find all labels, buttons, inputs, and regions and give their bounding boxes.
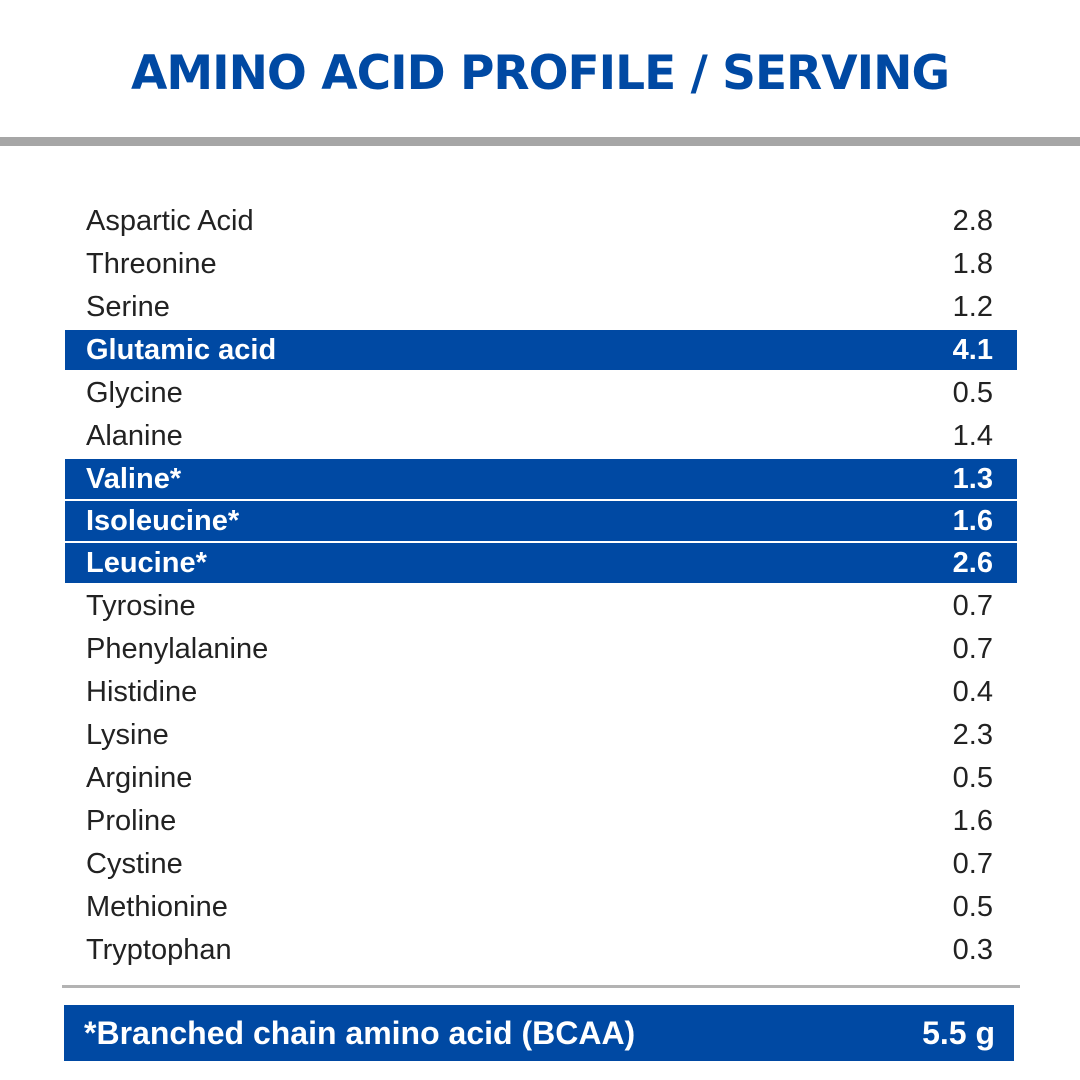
- amino-acid-name: Isoleucine*: [86, 504, 240, 537]
- amino-acid-value: 0.5: [952, 891, 993, 923]
- amino-acid-name: Valine*: [86, 462, 182, 495]
- bcaa-summary-row: *Branched chain amino acid (BCAA) 5.5 g: [64, 1005, 1014, 1061]
- amino-acid-name: Glutamic acid: [86, 333, 277, 366]
- amino-acid-name: Phenylalanine: [86, 633, 269, 665]
- amino-acid-value: 0.7: [952, 590, 993, 622]
- amino-acid-name: Tryptophan: [86, 934, 232, 966]
- highlighted-table-row: Leucine* 2.6: [65, 543, 1017, 583]
- table-row: Cystine 0.7: [65, 843, 1017, 886]
- table-row: Threonine 1.8: [65, 243, 1017, 286]
- table-row: Phenylalanine 0.7: [65, 628, 1017, 671]
- amino-acid-value: 2.8: [952, 205, 993, 237]
- table-row: Histidine 0.4: [65, 671, 1017, 714]
- amino-acid-name: Histidine: [86, 676, 198, 708]
- table-row: Alanine 1.4: [65, 415, 1017, 458]
- amino-acid-name: Cystine: [86, 848, 183, 880]
- amino-acid-name: Tyrosine: [86, 590, 196, 622]
- table-row: Proline 1.6: [65, 800, 1017, 843]
- page-title: AMINO ACID PROFILE / SERVING: [130, 46, 950, 101]
- table-row: Aspartic Acid 2.8: [65, 200, 1017, 243]
- amino-acid-value: 1.6: [952, 504, 993, 537]
- amino-acid-value: 4.1: [952, 333, 993, 366]
- amino-acid-name: Aspartic Acid: [86, 205, 254, 237]
- highlighted-table-row: Glutamic acid 4.1: [65, 330, 1017, 370]
- amino-acid-name: Alanine: [86, 420, 183, 452]
- amino-acid-value: 1.3: [952, 462, 993, 495]
- bcaa-label: *Branched chain amino acid (BCAA): [84, 1014, 636, 1051]
- amino-acid-value: 1.2: [952, 291, 993, 323]
- amino-acid-name: Threonine: [86, 248, 217, 280]
- amino-acid-value: 0.5: [952, 762, 993, 794]
- table-row: Lysine 2.3: [65, 714, 1017, 757]
- table-row: Tyrosine 0.7: [65, 585, 1017, 628]
- table-row: Serine 1.2: [65, 286, 1017, 329]
- amino-acid-name: Methionine: [86, 891, 228, 923]
- amino-acid-value: 1.8: [952, 248, 993, 280]
- amino-acid-value: 0.5: [952, 377, 993, 409]
- bcaa-value: 5.5 g: [922, 1014, 995, 1051]
- amino-acid-name: Proline: [86, 805, 177, 837]
- table-row: Glycine 0.5: [65, 372, 1017, 415]
- table-row: Methionine 0.5: [65, 886, 1017, 929]
- amino-acid-name: Glycine: [86, 377, 183, 409]
- table-row: Arginine 0.5: [65, 757, 1017, 800]
- amino-acid-name: Arginine: [86, 762, 193, 794]
- amino-acid-value: 0.7: [952, 848, 993, 880]
- amino-acid-value: 2.3: [952, 719, 993, 751]
- table-row: Tryptophan 0.3: [65, 929, 1017, 972]
- amino-acid-value: 0.3: [952, 934, 993, 966]
- amino-acid-value: 0.4: [952, 676, 993, 708]
- amino-acid-table: Aspartic Acid 2.8 Threonine 1.8 Serine 1.2 Glu…: [65, 200, 1017, 972]
- amino-acid-value: 2.6: [952, 546, 993, 579]
- amino-acid-value: 1.6: [952, 805, 993, 837]
- amino-acid-value: 0.7: [952, 633, 993, 665]
- highlighted-table-row: Isoleucine* 1.6: [65, 501, 1017, 541]
- amino-acid-name: Serine: [86, 291, 170, 323]
- table-divider: [62, 985, 1020, 988]
- amino-acid-name: Lysine: [86, 719, 169, 751]
- amino-acid-value: 1.4: [952, 420, 993, 452]
- highlighted-table-row: Valine* 1.3: [65, 459, 1017, 499]
- header-divider: [0, 137, 1080, 146]
- amino-acid-name: Leucine*: [86, 546, 207, 579]
